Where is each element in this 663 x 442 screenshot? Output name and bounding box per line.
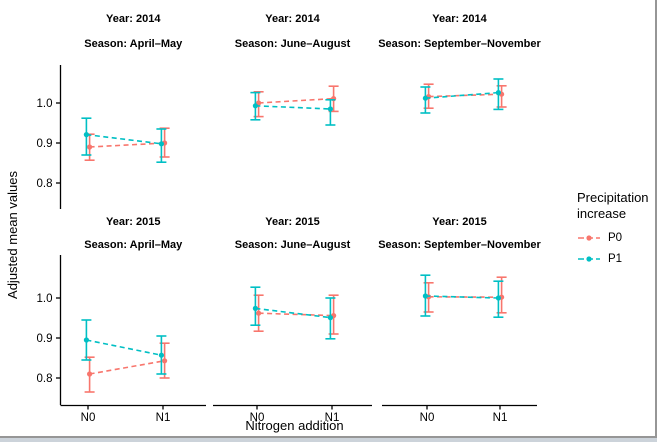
x-tick-label: N1 [493,412,508,424]
series-line-P1 [255,307,331,319]
y-tick-label: 1.0 [37,98,53,110]
series-line-P1 [425,91,499,99]
facet-year-title: Year: 2015 [432,216,486,228]
data-point-P1 [83,337,89,343]
legend-entry-P0: P0 [577,231,663,246]
y-tick-label: 0.8 [37,178,53,190]
series-line-P0 [258,312,334,317]
data-point-P1 [495,295,501,301]
facet-season-title: Season: June–August [235,38,351,50]
legend-key-P0 [578,235,600,241]
legend-title: Precipitation increase [577,190,649,221]
data-point-P0 [162,358,168,364]
data-point-P1 [495,90,501,96]
facet-panel-r0-c2 [420,78,507,114]
facet-season-title: Season: September–November [378,38,541,50]
facet-panel-r1-c2 [420,274,507,319]
facet-year-title: Year: 2014 [432,13,487,25]
series-line-P1 [86,133,162,145]
x-tick-label: N0 [420,412,435,424]
legend-label: P0 [608,232,623,245]
x-axis-title: Nitrogen addition [245,418,344,433]
series-line-P0 [89,142,165,148]
facet-year-title: Year: 2014 [265,13,320,25]
x-tick-label: N1 [156,412,171,424]
series-line-P0 [89,360,165,375]
series-line-P0 [258,97,334,104]
series-line-P1 [86,339,162,356]
legend-entry-P1: P1 [577,252,663,267]
facet-year-title: Year: 2015 [265,216,319,228]
facet-panel-r1-c0 [81,319,170,393]
window-border-bottom [0,436,657,438]
facet-panel-r0-c0 [81,117,170,163]
data-point-P1 [158,352,164,358]
x-tick-label: N0 [81,412,96,424]
data-point-P0 [87,144,93,150]
series-line-P1 [255,105,331,110]
y-tick-label: 1.0 [37,293,53,305]
facet-year-title: Year: 2015 [106,216,160,228]
y-tick-label: 0.9 [37,333,53,345]
facet-year-title: Year: 2014 [106,13,161,25]
data-point-P1 [422,293,428,299]
facet-panel-r1-c1 [250,286,339,340]
window-border-bottom-strip [0,438,657,442]
facet-season-title: Season: June–August [235,239,351,251]
data-point-P1 [327,315,333,321]
facet-season-title: Season: April–May [84,38,183,50]
legend-label: P1 [608,253,623,266]
data-point-P1 [252,103,258,109]
data-point-P1 [83,132,89,138]
y-tick-label: 0.9 [37,138,53,150]
window-border-right [655,0,657,442]
data-point-P0 [256,310,262,316]
facet-season-title: Season: September–November [378,239,541,251]
facet-panel-r0-c1 [250,85,339,126]
series-line-P1 [425,295,499,299]
data-point-P1 [327,106,333,112]
y-tick-label: 0.8 [37,373,53,385]
series-line-P0 [428,93,502,98]
y-axis-title: Adjusted mean values [5,171,20,299]
facet-season-title: Season: April–May [84,239,183,251]
data-point-P1 [422,95,428,101]
legend-entries: P0 P1 [577,231,663,267]
data-point-P1 [252,305,258,311]
data-point-P1 [158,141,164,147]
data-point-P0 [87,371,93,377]
x-tick-label: N1 [325,412,340,424]
legend-key-P1 [578,256,600,262]
legend: Precipitation increase P0 P1 [577,190,663,267]
x-tick-label: N0 [250,412,265,424]
